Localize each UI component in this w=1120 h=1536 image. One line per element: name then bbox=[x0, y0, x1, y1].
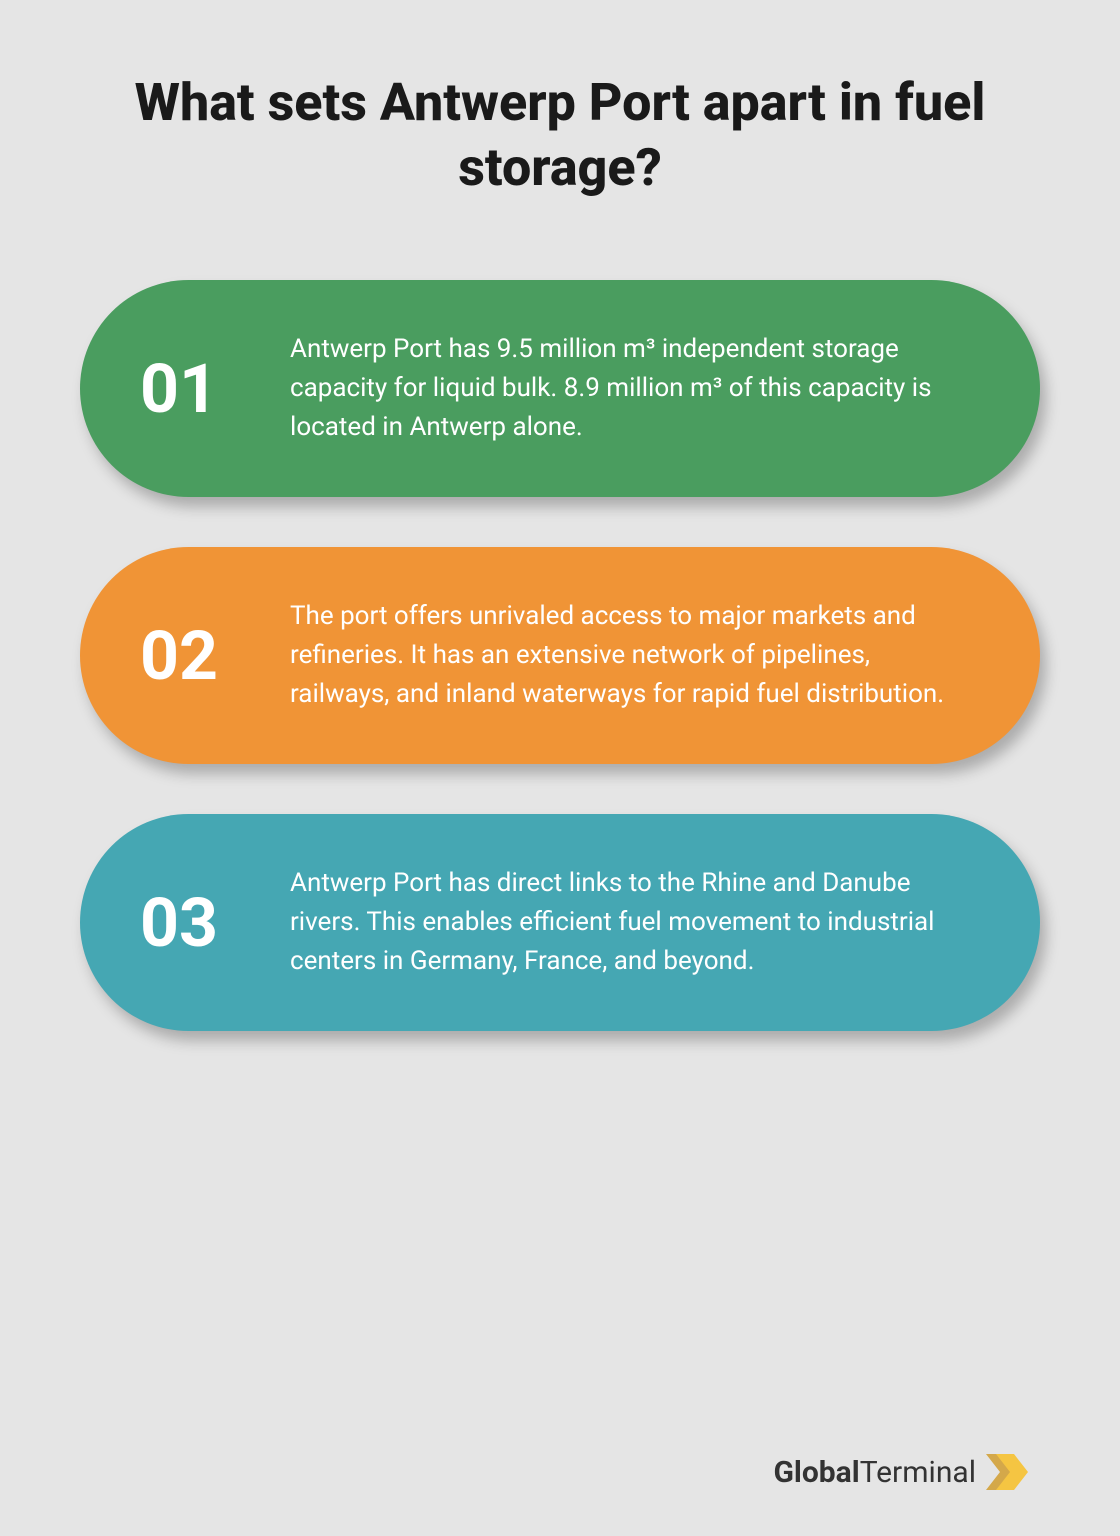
brand-logo: GlobalTerminal bbox=[773, 1448, 1030, 1496]
card-01: 01 Antwerp Port has 9.5 million m³ indep… bbox=[80, 280, 1040, 497]
brand-name: GlobalTerminal bbox=[773, 1455, 976, 1490]
card-03: 03 Antwerp Port has direct links to the … bbox=[80, 814, 1040, 1031]
chevron-right-icon bbox=[982, 1448, 1030, 1496]
card-text: Antwerp Port has 9.5 million m³ independ… bbox=[290, 330, 970, 447]
footer: GlobalTerminal bbox=[80, 1408, 1040, 1496]
cards-container: 01 Antwerp Port has 9.5 million m³ indep… bbox=[80, 280, 1040, 1408]
brand-name-bold: Global bbox=[773, 1455, 859, 1490]
card-text: Antwerp Port has direct links to the Rhi… bbox=[290, 864, 970, 981]
card-number: 01 bbox=[140, 349, 250, 429]
card-number: 02 bbox=[140, 616, 250, 696]
page-title: What sets Antwerp Port apart in fuel sto… bbox=[80, 70, 1040, 200]
brand-name-light: Terminal bbox=[860, 1455, 976, 1490]
card-number: 03 bbox=[140, 883, 250, 963]
card-text: The port offers unrivaled access to majo… bbox=[290, 597, 970, 714]
card-02: 02 The port offers unrivaled access to m… bbox=[80, 547, 1040, 764]
